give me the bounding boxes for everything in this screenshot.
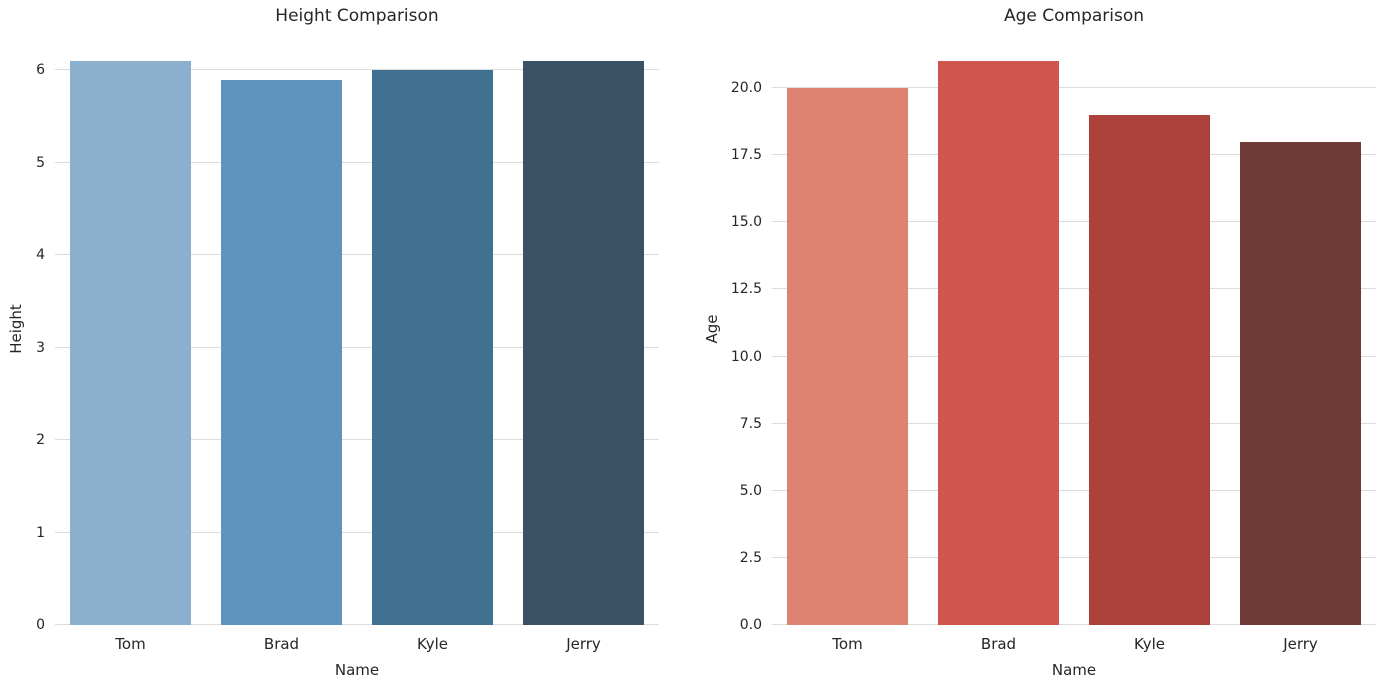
- y-tick-label: 20.0: [730, 80, 762, 97]
- y-tick-label: 12.5: [730, 281, 762, 298]
- bar-tom: [70, 61, 191, 625]
- gridline: [772, 87, 1376, 89]
- y-tick-label: 5: [36, 154, 45, 171]
- x-axis-label: Name: [1051, 661, 1097, 679]
- bar-jerry: [1240, 141, 1361, 625]
- gridline: [772, 355, 1376, 357]
- subplot-height-comparison: Height Comparison Height 0 1 2 3 4 5 6 Tom Brad K…: [0, 0, 694, 690]
- y-tick-label: 0: [36, 617, 45, 633]
- y-tick-label: 17.5: [730, 147, 762, 164]
- gridline: [772, 422, 1376, 424]
- x-tick-label: Brad: [980, 635, 1017, 653]
- gridline: [55, 439, 659, 441]
- plot-area: 0 1 2 3 4 5 6 Tom Brad Kyle Jerry: [36, 33, 659, 653]
- gridline: [772, 624, 1376, 625]
- y-tick-label: 7.5: [739, 415, 762, 432]
- x-tick-label: Tom: [115, 635, 146, 653]
- x-tick-label: Tom: [832, 635, 863, 653]
- gridline: [55, 69, 659, 71]
- plot-area: 0.0 2.5 5.0 7.5 10.0 12.5 15.0 17.5 20.0 Tom Brad K…: [731, 33, 1376, 653]
- bar-kyle: [372, 70, 493, 625]
- y-tick-label: 2: [36, 432, 45, 449]
- x-tick-label: Kyle: [416, 635, 449, 653]
- x-tick-label: Brad: [263, 635, 300, 653]
- gridline: [772, 489, 1376, 491]
- gridline: [772, 288, 1376, 290]
- bar-kyle: [1089, 114, 1210, 625]
- y-tick-label: 3: [36, 339, 45, 356]
- y-tick-label: 0.0: [739, 617, 762, 633]
- x-tick-label: Jerry: [1283, 635, 1318, 653]
- bar-jerry: [523, 61, 644, 625]
- y-tick-label: 4: [36, 247, 45, 264]
- chart-title: Age Comparison: [1003, 6, 1145, 26]
- bar-tom: [787, 88, 908, 625]
- x-axis-label: Name: [334, 661, 380, 679]
- y-tick-label: 1: [36, 524, 45, 541]
- x-tick-label: Jerry: [566, 635, 601, 653]
- y-tick-label: 15.0: [730, 214, 762, 231]
- gridline: [55, 161, 659, 163]
- bar-brad: [938, 61, 1059, 625]
- gridline: [55, 254, 659, 256]
- y-tick-label: 6: [36, 62, 45, 79]
- y-tick-label: 5.0: [739, 482, 762, 499]
- y-tick-label: 10.0: [730, 348, 762, 365]
- gridline: [55, 346, 659, 348]
- gridline: [55, 624, 659, 625]
- chart-title: Height Comparison: [275, 6, 439, 26]
- gridline: [55, 531, 659, 533]
- subplot-age-comparison: Age Comparison Age 0.0 2.5 5.0 7.5 10.0 12.5 1…: [694, 0, 1389, 690]
- bar-brad: [221, 79, 342, 625]
- gridline: [772, 154, 1376, 156]
- gridline: [772, 221, 1376, 223]
- x-tick-label: Kyle: [1133, 635, 1166, 653]
- y-tick-label: 2.5: [739, 549, 762, 566]
- gridline: [772, 556, 1376, 558]
- y-axis-label: Age: [703, 314, 721, 344]
